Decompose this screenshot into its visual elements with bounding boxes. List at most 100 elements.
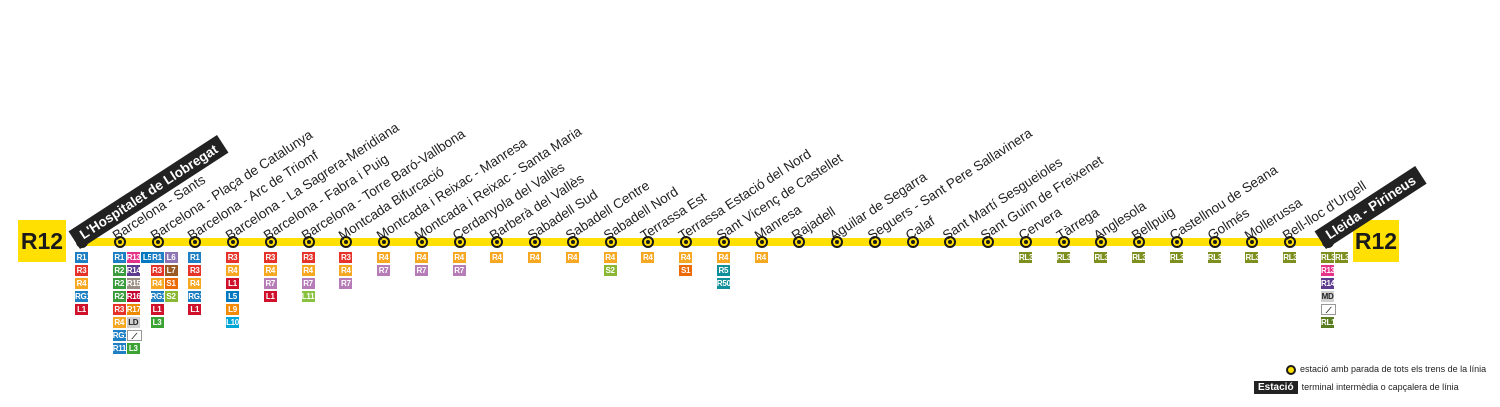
stop-icon [1286, 364, 1296, 375]
connection-badge: RL3 [1207, 252, 1221, 263]
connection-badge: R5 [716, 265, 730, 276]
connection-badge: RG1 [150, 291, 164, 302]
connection-badge: RL3 [1056, 252, 1070, 263]
legend-item-stop: estació amb parada de tots els trens de … [1286, 364, 1486, 375]
station-stop [113, 236, 126, 248]
connection-badge: R2 [112, 265, 126, 276]
connection-badge: L6 [164, 252, 178, 263]
connection-badge: R16 [126, 291, 140, 302]
connection-badge: R4 [490, 252, 504, 263]
connection-badge: R50 [716, 278, 730, 289]
station-stop [717, 236, 730, 248]
connection-badge: L5 [140, 252, 154, 263]
connection-badge: RL3 [1283, 252, 1297, 263]
connection-badge: R17 [126, 304, 140, 315]
connection-badge: R3 [75, 265, 88, 276]
connection-badge: S2 [603, 265, 617, 276]
station-stop [1208, 236, 1221, 248]
connection-badge: ⟋ [126, 330, 142, 341]
connection-badge: R14 [126, 265, 140, 276]
legend-text: estació amb parada de tots els trens de … [1300, 364, 1487, 374]
station-stop [604, 236, 617, 248]
connection-badge: R4 [150, 278, 164, 289]
station-stop [227, 236, 240, 248]
station-stop [264, 236, 277, 248]
connection-badge: L10 [226, 317, 240, 328]
connection-badge: R4 [226, 265, 240, 276]
connection-badge: R1 [150, 252, 164, 263]
connection-badge: R4 [75, 278, 88, 289]
connection-badge: R4 [377, 252, 391, 263]
connection-badge: R4 [188, 278, 202, 289]
station-stop [793, 236, 806, 248]
connection-badge: R7 [377, 265, 391, 276]
legend-item-terminal: Estació terminal intermèdia o capçalera d… [1254, 381, 1459, 394]
station-stop [944, 236, 957, 248]
connection-badge: L3 [126, 343, 140, 354]
connection-badge: R4 [603, 252, 617, 263]
connection-badge: R7 [452, 265, 466, 276]
connection-badge: R3 [112, 304, 126, 315]
connection-badge: RL3 [1245, 252, 1259, 263]
connection-badge: L1 [226, 278, 240, 289]
station-stop [415, 236, 428, 248]
station-stop [1095, 236, 1108, 248]
connection-badge: R4 [112, 317, 126, 328]
connection-badge: R3 [226, 252, 240, 263]
station-stop [1170, 236, 1183, 248]
connection-badge: R1 [188, 252, 202, 263]
station-stop [453, 236, 466, 248]
station-stop [1057, 236, 1070, 248]
connection-badge: L1 [263, 291, 277, 302]
connection-badge: R3 [301, 252, 315, 263]
connection-badge: L5 [226, 291, 240, 302]
connection-badge: R4 [452, 252, 466, 263]
line-track [78, 238, 1330, 246]
connection-badge: R7 [339, 278, 353, 289]
connection-badge: R2 [112, 291, 126, 302]
connection-badge: L1 [75, 304, 88, 315]
station-stop [151, 236, 164, 248]
connection-badge: R4 [301, 265, 315, 276]
connection-badge: RG1 [188, 291, 202, 302]
connection-badge: RL3 [1169, 252, 1183, 263]
connection-badge: R4 [679, 252, 693, 263]
connection-badge: R13 [126, 252, 140, 263]
connection-badge: R4 [641, 252, 655, 263]
station-stop [868, 236, 881, 248]
connection-badge: R3 [263, 252, 277, 263]
station-stop [1284, 236, 1297, 248]
station-stop [378, 236, 391, 248]
line-badge-start: R12 [18, 220, 66, 262]
connection-badge: R1 [112, 252, 126, 263]
connection-badge: RG1 [75, 291, 88, 302]
connection-badge: MD [1321, 291, 1334, 302]
connection-badge: RL3 [1094, 252, 1108, 263]
terminal-sample: Estació [1254, 381, 1298, 394]
connection-badge: S1 [164, 278, 178, 289]
connection-badge: RL3 [1018, 252, 1032, 263]
station-stop [1246, 236, 1259, 248]
connection-badge: R4 [716, 252, 730, 263]
connection-badge: R14 [1321, 278, 1334, 289]
legend-text: terminal intermèdia o capçalera de línia [1301, 382, 1459, 392]
connection-badge: R4 [565, 252, 579, 263]
connection-badge: RL3 [1132, 252, 1146, 263]
connection-badge: L11 [301, 291, 315, 302]
station-stop [982, 236, 995, 248]
station-stop [680, 236, 693, 248]
connection-badge: ⟋ [1321, 304, 1336, 315]
line-badge-end: R12 [1353, 220, 1399, 262]
station-stop [302, 236, 315, 248]
connection-badge: R7 [263, 278, 277, 289]
station-stop [1133, 236, 1146, 248]
connection-badge: L3 [150, 317, 164, 328]
connection-badge: R3 [188, 265, 202, 276]
connection-badge: R7 [414, 265, 428, 276]
connection-badge: R1 [75, 252, 88, 263]
station-stop [1019, 236, 1032, 248]
connection-badge: R15 [126, 278, 140, 289]
connection-badge: R4 [754, 252, 768, 263]
connection-badge: R3 [339, 252, 353, 263]
